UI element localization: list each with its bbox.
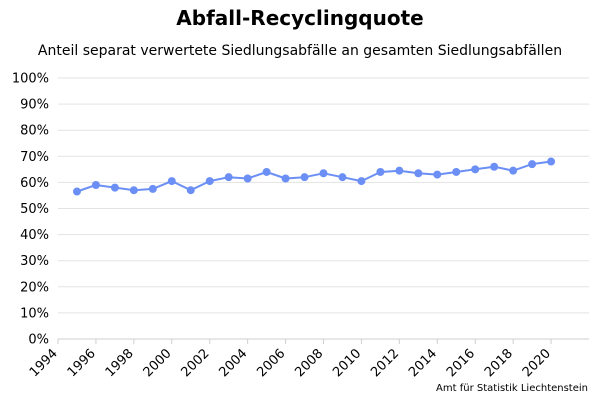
data-point-2020 xyxy=(547,157,556,166)
data-point-2008 xyxy=(319,169,328,178)
x-tick-label-2020: 2020 xyxy=(520,346,554,380)
data-point-2017 xyxy=(490,162,499,171)
data-point-2015 xyxy=(452,167,461,176)
data-point-2013 xyxy=(414,169,423,178)
y-tick-label-30: 30% xyxy=(20,254,49,269)
x-tick-label-2016: 2016 xyxy=(444,346,478,380)
data-point-2009 xyxy=(338,173,347,182)
series-line-0 xyxy=(76,160,552,193)
chart-subtitle: Anteil separat verwertete Siedlungsabfäl… xyxy=(37,43,563,59)
y-tick-label-80: 80% xyxy=(20,124,49,139)
data-point-2006 xyxy=(281,174,290,183)
x-tick-label-2018: 2018 xyxy=(482,346,516,380)
x-tick-label-1996: 1996 xyxy=(65,346,99,380)
x-tick-label-2002: 2002 xyxy=(179,346,213,380)
y-tick-label-20: 20% xyxy=(20,280,49,295)
x-tick-label-2006: 2006 xyxy=(254,346,288,380)
data-point-2010 xyxy=(357,177,366,186)
chart-title: Abfall-Recyclingquote xyxy=(176,6,424,30)
y-tick-label-70: 70% xyxy=(20,150,49,165)
x-tick-label-2004: 2004 xyxy=(216,346,250,380)
data-point-2000 xyxy=(167,177,176,186)
data-point-1998 xyxy=(129,186,138,195)
y-tick-label-50: 50% xyxy=(20,202,49,217)
y-tick-label-100: 100% xyxy=(12,72,49,87)
x-tick-label-2012: 2012 xyxy=(368,346,402,380)
y-tick-label-40: 40% xyxy=(20,228,49,243)
data-point-2016 xyxy=(471,165,480,174)
data-point-2005 xyxy=(262,167,271,176)
data-point-1999 xyxy=(148,184,157,193)
x-tick-label-1998: 1998 xyxy=(103,346,137,380)
x-tick-label-2000: 2000 xyxy=(141,346,175,380)
x-tick-label-2010: 2010 xyxy=(330,346,364,380)
data-point-2007 xyxy=(300,173,309,182)
y-tick-label-0: 0% xyxy=(28,333,49,348)
data-point-2004 xyxy=(243,174,252,183)
y-tick-label-90: 90% xyxy=(20,98,49,113)
data-point-2012 xyxy=(395,166,404,175)
x-tick-label-1994: 1994 xyxy=(27,346,61,380)
data-point-2001 xyxy=(186,186,195,195)
y-tick-label-60: 60% xyxy=(20,176,49,191)
source-credit: Amt für Statistik Liechtenstein xyxy=(436,383,588,394)
data-point-1997 xyxy=(110,183,119,192)
data-point-2014 xyxy=(433,170,442,179)
data-point-2003 xyxy=(224,173,233,182)
data-point-2019 xyxy=(528,160,537,169)
y-tick-label-10: 10% xyxy=(20,306,49,321)
data-point-1995 xyxy=(72,187,81,196)
data-point-1996 xyxy=(91,181,100,190)
data-point-2011 xyxy=(376,167,385,176)
data-point-2002 xyxy=(205,177,214,186)
data-point-2018 xyxy=(509,166,518,175)
x-tick-label-2008: 2008 xyxy=(292,346,326,380)
x-tick-label-2014: 2014 xyxy=(406,346,440,380)
